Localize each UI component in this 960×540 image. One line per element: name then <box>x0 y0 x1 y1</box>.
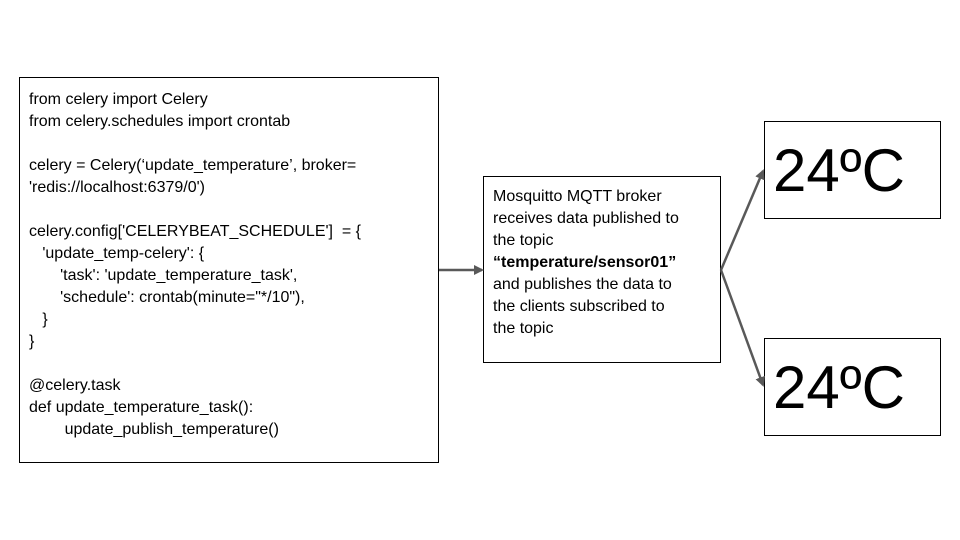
broker-text-line: the clients subscribed to <box>493 298 665 315</box>
broker-text-line: receives data published to <box>493 210 679 227</box>
celery-code-box: from celery import Celery from celery.sc… <box>19 77 439 463</box>
code-line: 'update_temp-celery': { <box>29 245 205 262</box>
code-line <box>29 133 438 155</box>
broker-text-line: the topic <box>493 232 554 249</box>
broker-topic-line: “temperature/sensor01” <box>493 252 712 274</box>
client-temperature-box-top: 24ºC <box>764 121 941 219</box>
broker-to-top-client-arrow <box>719 169 765 271</box>
broker-text-line: the topic <box>493 320 554 337</box>
code-line: 'schedule': crontab(minute="*/10"), <box>29 289 305 306</box>
mqtt-broker-box: Mosquitto MQTT broker receives data publ… <box>483 176 721 363</box>
code-line: def update_temperature_task(): <box>29 399 254 416</box>
code-line <box>29 199 438 221</box>
code-line: celery = Celery(‘update_temperature’, br… <box>29 157 357 174</box>
topic-name: “temperature/sensor01” <box>493 254 677 271</box>
code-line: 'task': 'update_temperature_task', <box>29 267 298 284</box>
code-line: 'redis://localhost:6379/0') <box>29 179 205 196</box>
code-line: @celery.task <box>29 377 121 394</box>
code-line <box>29 353 438 375</box>
client-temperature-box-bottom: 24ºC <box>764 338 941 436</box>
code-line: from celery.schedules import crontab <box>29 113 291 130</box>
code-line: update_publish_temperature() <box>29 421 279 438</box>
temperature-readout: 24ºC <box>773 137 905 204</box>
code-line: from celery import Celery <box>29 91 208 108</box>
temperature-readout: 24ºC <box>773 354 905 421</box>
broker-text-line: and publishes the data to <box>493 276 672 293</box>
code-line: } <box>29 311 48 328</box>
code-line: } <box>29 333 35 350</box>
broker-to-bottom-client-arrow <box>719 269 765 387</box>
code-line: celery.config['CELERYBEAT_SCHEDULE'] = { <box>29 223 362 240</box>
broker-text-line: Mosquitto MQTT broker <box>493 188 662 205</box>
